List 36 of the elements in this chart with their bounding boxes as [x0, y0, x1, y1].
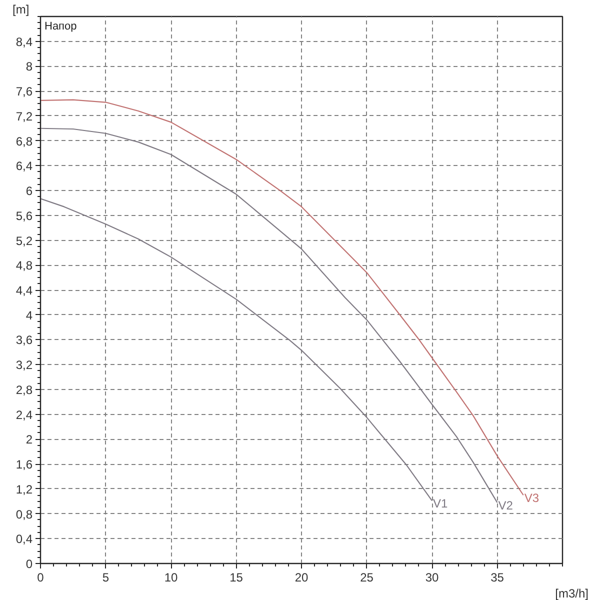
- x-tick-label: 10: [164, 570, 178, 584]
- y-tick-label: 8: [26, 60, 33, 74]
- series-label: V3: [524, 491, 540, 506]
- y-tick-label: 0: [26, 557, 33, 571]
- y-tick-label: 6: [26, 184, 33, 198]
- x-tick-label: 15: [230, 570, 244, 584]
- x-tick-label: 20: [294, 570, 308, 584]
- y-tick-label: 1,6: [16, 458, 33, 472]
- y-tick-label: 1,2: [16, 482, 33, 496]
- y-tick-label: 2,8: [16, 382, 33, 397]
- y-tick-label: 3,6: [16, 333, 33, 348]
- y-tick-label: 2: [26, 432, 33, 447]
- y-tick-label: 3,2: [16, 358, 33, 372]
- y-tick-label: 6,4: [16, 159, 33, 174]
- x-tick-label: 25: [360, 570, 374, 584]
- series-label: V1: [433, 496, 448, 511]
- y-tick-label: 6,8: [16, 134, 33, 148]
- y-tick-label: 0,4: [16, 532, 33, 546]
- y-tick-label: 4: [26, 308, 33, 322]
- y-tick-label: 8,4: [16, 34, 33, 49]
- y-axis-title: [m]: [12, 2, 30, 16]
- y-tick-label: 7,6: [16, 84, 33, 99]
- y-tick-label: 0,8: [16, 507, 33, 522]
- y-tick-label: 5,2: [16, 234, 33, 248]
- y-tick-label: 2,4: [16, 408, 33, 422]
- x-axis-title: [m3/h]: [555, 586, 589, 600]
- chart-title: Напор: [44, 20, 77, 32]
- y-tick-label: 5,6: [16, 208, 33, 223]
- x-tick-label: 5: [102, 570, 110, 584]
- series-label: V2: [498, 498, 514, 513]
- y-tick-label: 4,8: [16, 258, 33, 273]
- x-tick-label: 35: [490, 570, 504, 584]
- x-tick-label: 30: [425, 570, 439, 584]
- x-tick-label: 0: [37, 570, 44, 584]
- y-tick-label: 4,4: [16, 284, 33, 298]
- y-tick-label: 7,2: [16, 109, 33, 124]
